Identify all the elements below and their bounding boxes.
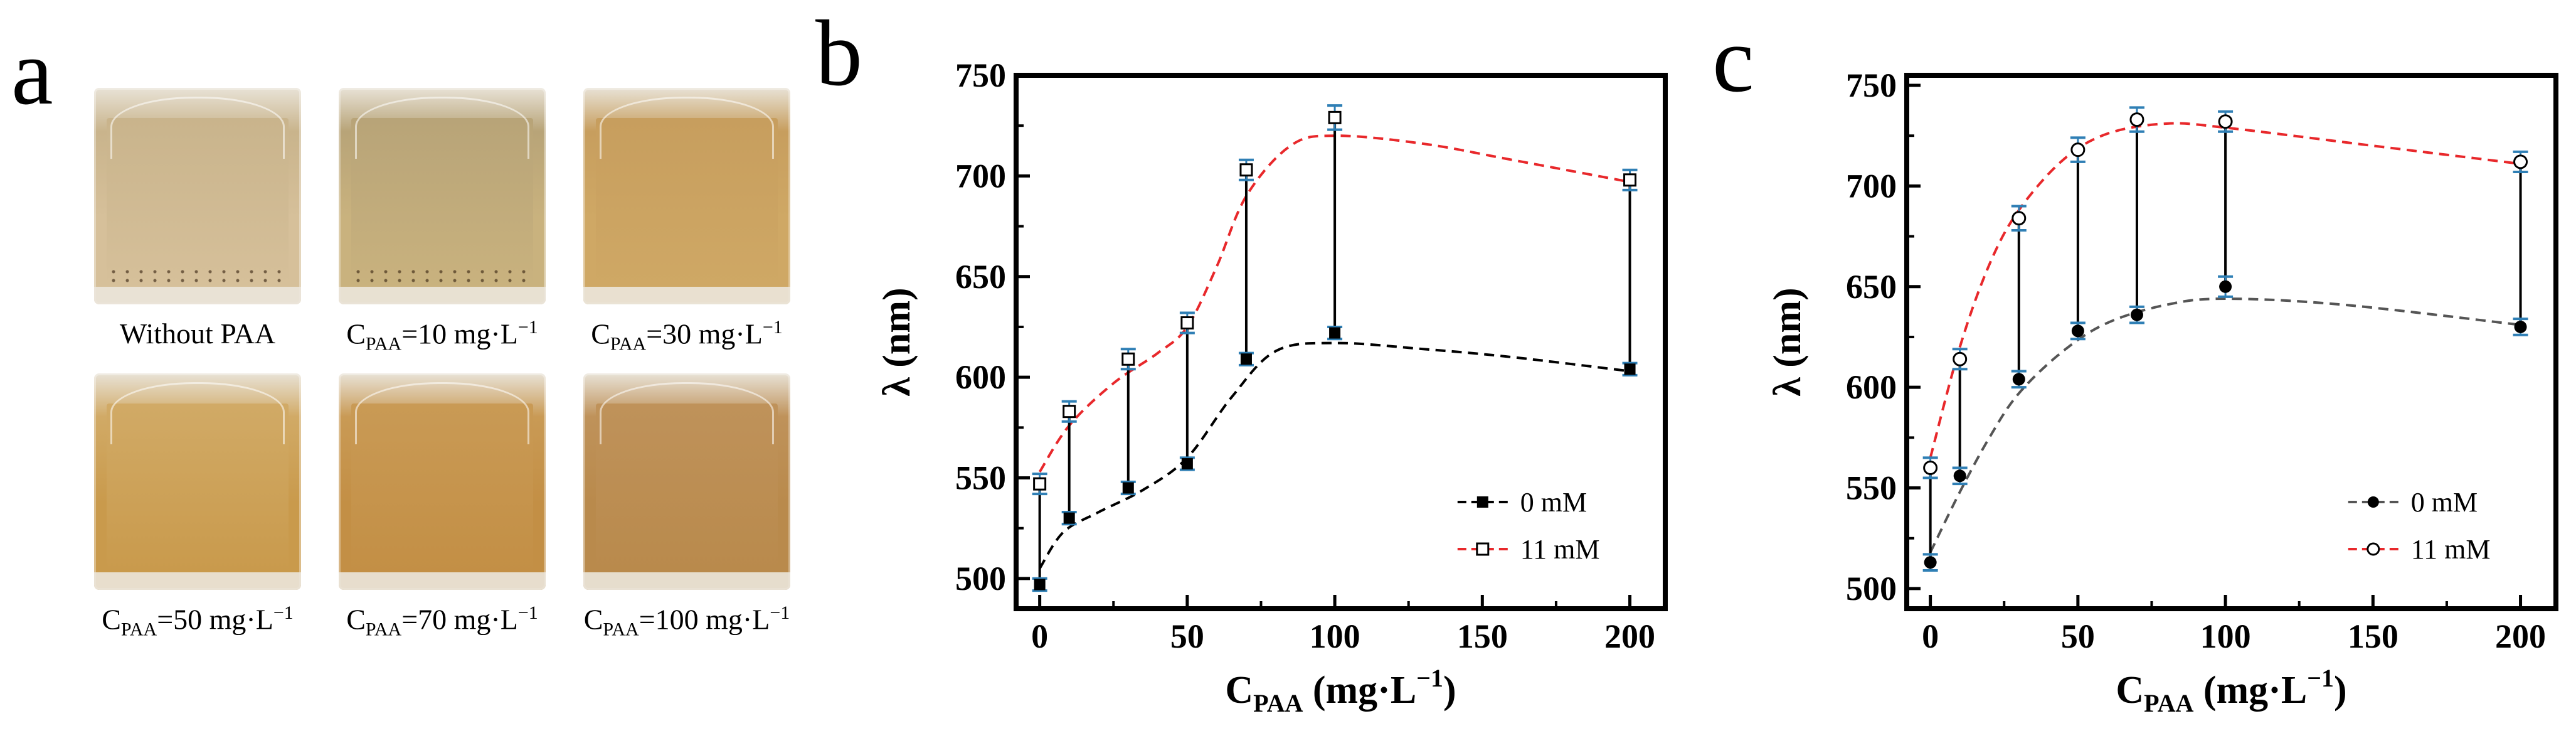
y-tick-label: 700 <box>955 157 1006 195</box>
plot-frame <box>1014 73 1668 611</box>
data-point-11-mM <box>1063 405 1076 419</box>
y-tick-label: 500 <box>955 560 1006 597</box>
y-tick-label: 750 <box>1846 67 1897 104</box>
x-axis-title: CPAA (mg·L−1) <box>2116 664 2346 717</box>
panel-label-a: a <box>11 20 53 124</box>
photo-label-30: CPAA=30 mg·L−1 <box>591 317 783 355</box>
y-tick-label: 600 <box>955 358 1006 396</box>
sediment-specks <box>351 267 534 285</box>
cuvette-meniscus <box>110 382 285 445</box>
data-point-11-mM <box>1033 477 1047 491</box>
cuvette-photo-without-paa <box>94 88 301 304</box>
y-tick-label: 550 <box>1846 469 1897 507</box>
legend-label: 11 mM <box>1520 534 1600 565</box>
panel-label-b: b <box>815 1 862 105</box>
data-point-0-mM <box>2514 320 2527 333</box>
y-axis-title: λ (nm) <box>1766 287 1809 396</box>
photo-label-50: CPAA=50 mg·L−1 <box>102 602 294 640</box>
cuvette-photo-50 <box>94 373 301 590</box>
cuvette-meniscus <box>600 382 774 445</box>
x-tick-label: 200 <box>1604 617 1655 655</box>
data-point-11-mM <box>1239 163 1253 177</box>
x-tick-label: 0 <box>1031 617 1048 655</box>
data-point-0-mM <box>1329 327 1341 339</box>
y-tick-label: 700 <box>1846 167 1897 205</box>
legend-marker <box>1476 496 1488 508</box>
data-point-11-mM <box>2513 154 2528 169</box>
fit-curve-11-mM <box>1929 122 2521 458</box>
data-point-0-mM <box>2071 324 2084 338</box>
x-tick-label: 100 <box>2200 617 2251 655</box>
data-point-11-mM <box>1180 316 1194 330</box>
data-point-0-mM <box>2012 373 2025 386</box>
plot-frame <box>1904 73 2558 611</box>
x-tick-label: 200 <box>2495 617 2546 655</box>
data-point-0-mM <box>1063 512 1075 524</box>
photo-label-without-paa: Without PAA <box>119 318 276 350</box>
legend-label: 0 mM <box>1520 487 1587 518</box>
chart-b: 0 50 100 150 200 500 550 600 650 700 750 CPAA (mg·L… <box>876 56 1668 717</box>
data-point-11-mM <box>2218 114 2233 129</box>
fit-curve-11-mM <box>1038 134 1630 473</box>
x-tick-label: 150 <box>1457 617 1508 655</box>
x-tick-label: 0 <box>1922 617 1939 655</box>
data-point-11-mM <box>2129 112 2144 127</box>
cuvette-base <box>583 572 790 590</box>
cuvette-base <box>339 287 546 304</box>
legend-label: 0 mM <box>2411 487 2478 518</box>
legend-marker <box>2367 496 2379 508</box>
legend-marker <box>2367 542 2380 556</box>
data-point-11-mM <box>2012 211 2027 226</box>
x-axis-title: CPAA (mg·L−1) <box>1225 664 1456 717</box>
cuvette-meniscus <box>110 96 285 159</box>
y-tick-label: 550 <box>955 459 1006 497</box>
panel-label-c: c <box>1712 8 1754 112</box>
cuvette-meniscus <box>600 96 774 159</box>
data-point-11-mM <box>1623 173 1637 187</box>
x-tick-label: 100 <box>1310 617 1360 655</box>
data-point-0-mM <box>1624 363 1636 375</box>
y-tick-label: 750 <box>955 56 1006 94</box>
photo-label-100: CPAA=100 mg·L−1 <box>583 602 790 640</box>
data-point-0-mM <box>2219 280 2232 293</box>
data-point-0-mM <box>1953 469 1966 483</box>
legend-marker <box>1476 542 1490 556</box>
cuvette-base <box>339 572 546 590</box>
data-point-11-mM <box>1923 460 1938 475</box>
cuvette-base <box>94 572 301 590</box>
cuvette-meniscus <box>355 382 529 445</box>
legend-label: 11 mM <box>2411 534 2491 565</box>
data-point-11-mM <box>2070 142 2086 158</box>
y-tick-label: 600 <box>1846 368 1897 406</box>
data-point-0-mM <box>1181 458 1193 470</box>
y-tick-label: 650 <box>955 258 1006 296</box>
data-point-11-mM <box>1121 352 1135 366</box>
photo-label-10: CPAA=10 mg·L−1 <box>346 317 538 355</box>
data-point-11-mM <box>1328 110 1342 124</box>
x-tick-label: 50 <box>2061 617 2095 655</box>
data-point-0-mM <box>1122 482 1134 494</box>
cuvette-photo-70 <box>339 373 546 590</box>
chart-c: 0 50 100 150 200 500 550 600 650 700 750 CPAA (mg·L… <box>1766 67 2558 717</box>
fit-curve-0-mM <box>1038 341 1630 569</box>
cuvette-photo-100 <box>583 373 790 590</box>
x-tick-label: 150 <box>2348 617 2398 655</box>
data-point-0-mM <box>1924 556 1937 569</box>
x-tick-label: 50 <box>1170 617 1204 655</box>
data-point-0-mM <box>1034 579 1046 591</box>
cuvette-photo-10 <box>339 88 546 304</box>
fit-curve-0-mM <box>1929 297 2521 553</box>
photo-label-70: CPAA=70 mg·L−1 <box>346 602 538 640</box>
sediment-specks <box>106 267 289 285</box>
cuvette-base <box>94 287 301 304</box>
data-point-0-mM <box>2130 308 2143 321</box>
y-tick-label: 650 <box>1846 268 1897 306</box>
cuvette-photo-30 <box>583 88 790 304</box>
y-axis-title: λ (nm) <box>876 287 918 396</box>
cuvette-meniscus <box>355 96 529 159</box>
data-point-11-mM <box>1953 351 1968 366</box>
data-point-0-mM <box>1240 353 1252 365</box>
y-tick-label: 500 <box>1846 570 1897 607</box>
cuvette-base <box>583 287 790 304</box>
